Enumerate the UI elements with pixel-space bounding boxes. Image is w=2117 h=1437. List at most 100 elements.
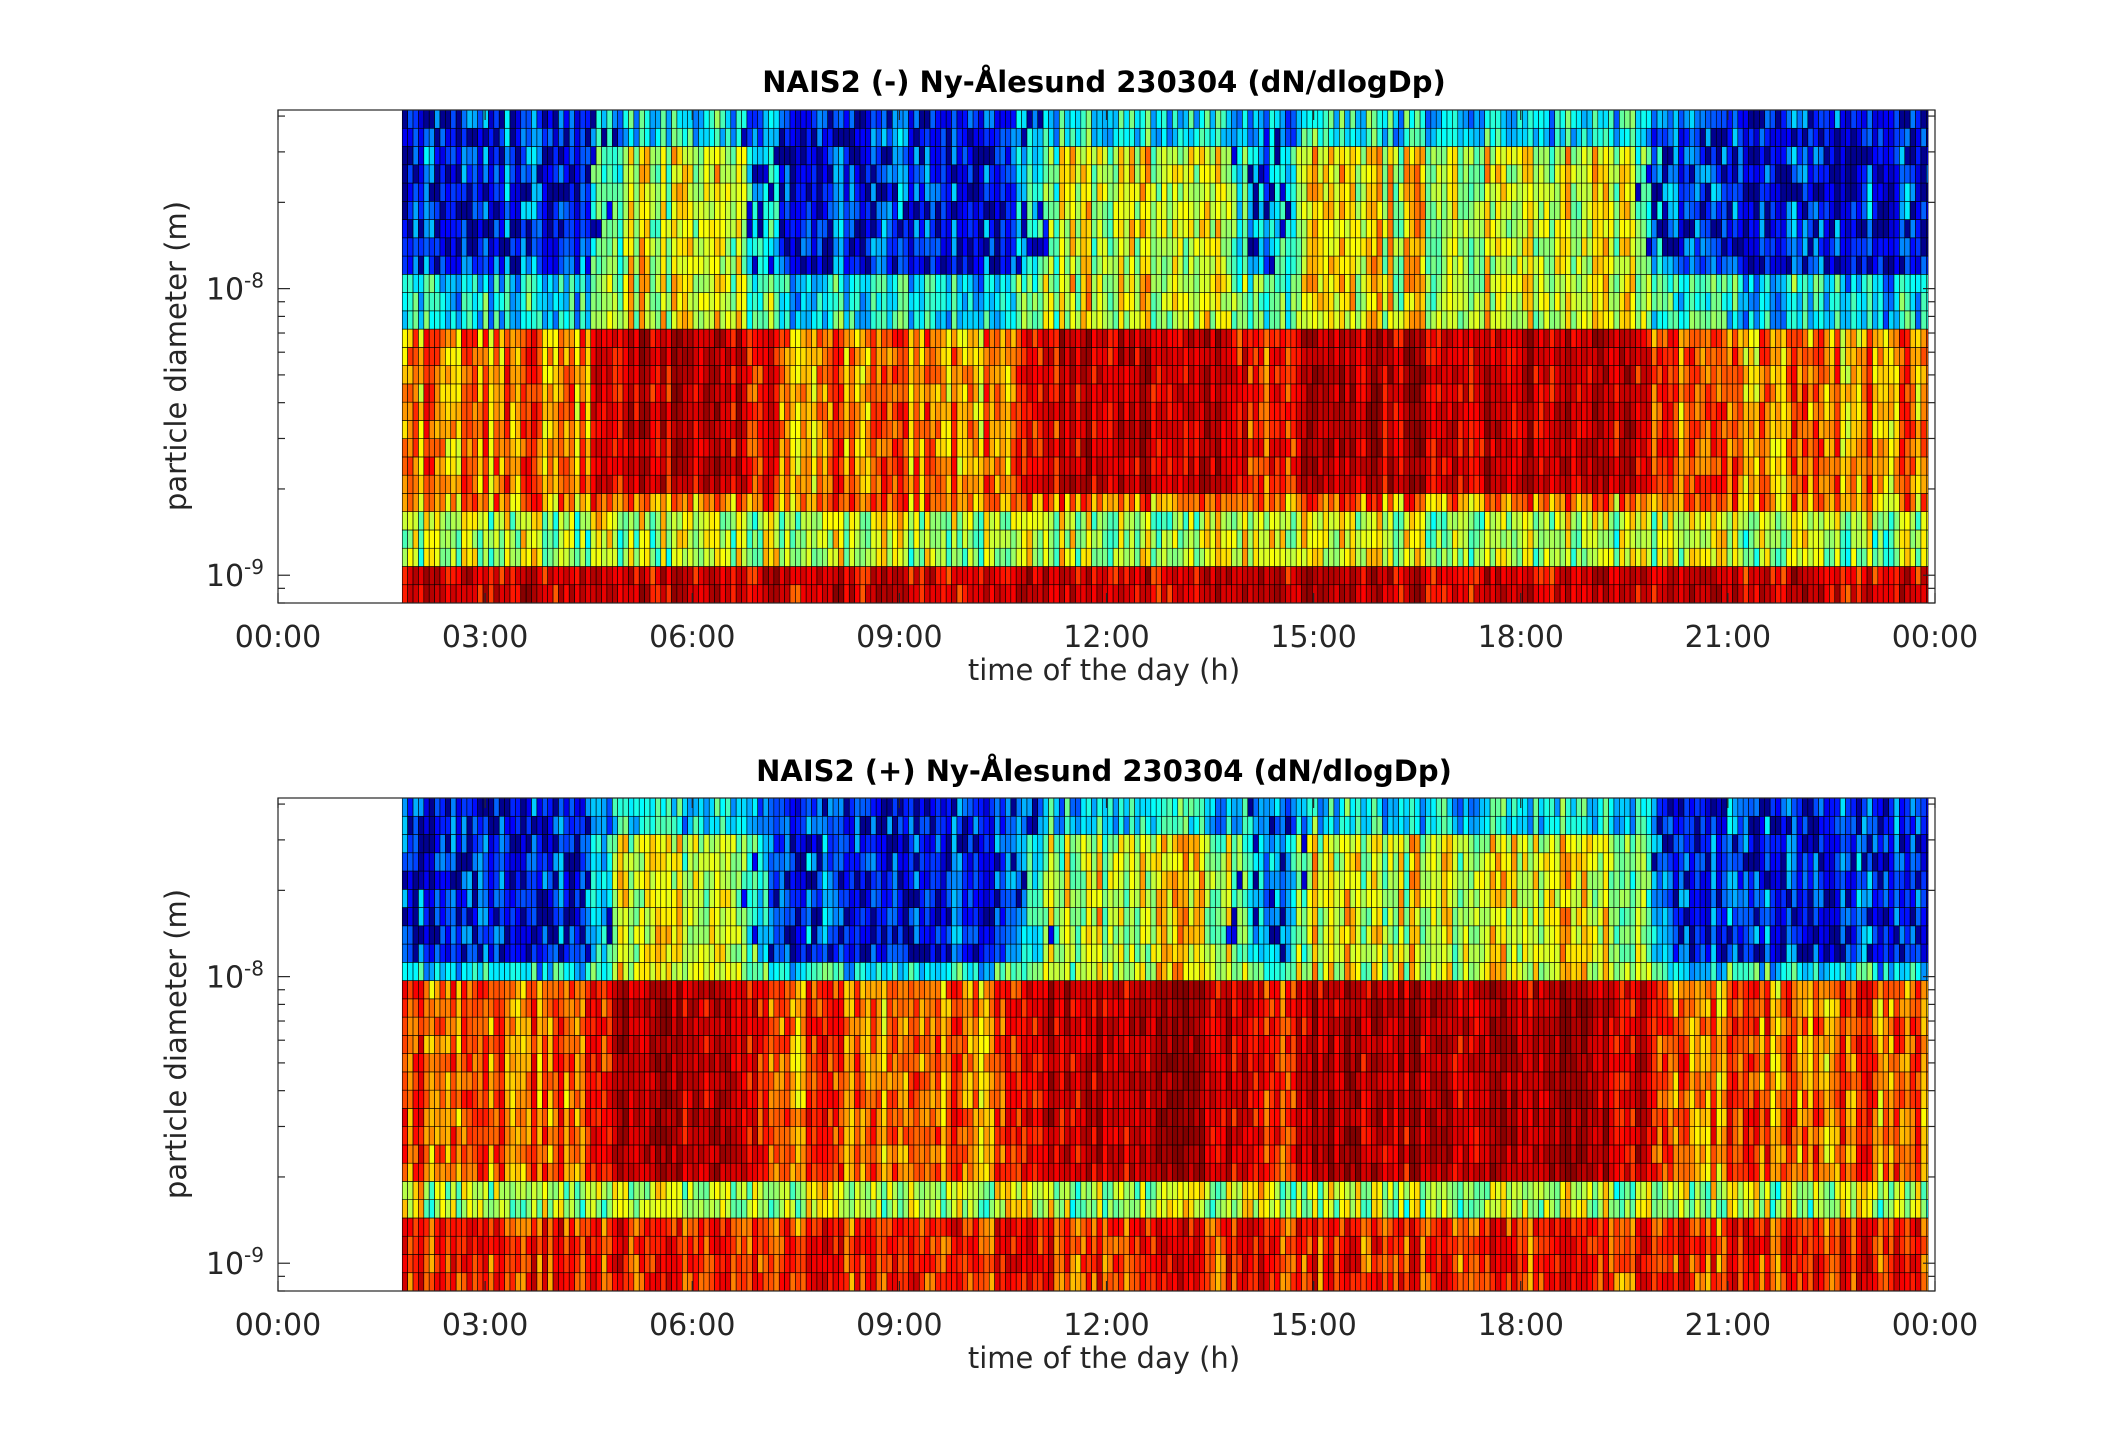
heatmap-cell xyxy=(832,474,839,494)
heatmap-cell xyxy=(1382,310,1389,330)
heatmap-cell xyxy=(843,547,850,567)
heatmap-cell xyxy=(1236,456,1243,476)
heatmap-cell xyxy=(531,547,538,567)
heatmap-cell xyxy=(714,365,721,385)
heatmap-cell xyxy=(789,420,796,439)
heatmap-cell xyxy=(1172,438,1179,458)
heatmap-cell xyxy=(1365,529,1372,549)
heatmap-cell xyxy=(816,255,823,275)
heatmap-cell xyxy=(1295,401,1302,421)
heatmap-cell xyxy=(1360,164,1367,184)
heatmap-cell xyxy=(515,383,522,403)
heatmap-cell xyxy=(574,511,581,531)
heatmap-cell xyxy=(848,292,855,312)
heatmap-cell xyxy=(563,438,570,458)
heatmap-cell xyxy=(773,529,780,549)
heatmap-cell xyxy=(692,383,699,403)
heatmap-cell xyxy=(628,347,635,366)
heatmap-cell xyxy=(692,274,699,293)
heatmap-cell xyxy=(1048,146,1055,166)
heatmap-cell xyxy=(708,146,715,166)
heatmap-cell xyxy=(838,420,845,439)
heatmap-cell xyxy=(1317,584,1324,604)
heatmap-cell xyxy=(708,255,715,275)
heatmap-cell xyxy=(918,511,925,531)
heatmap-cell xyxy=(1091,438,1098,458)
heatmap-cell xyxy=(579,365,586,385)
heatmap-cell xyxy=(568,493,575,513)
chart-title: NAIS2 (-) Ny-Ålesund 230304 (dN/dlogDp) xyxy=(762,65,1445,99)
heatmap-cell xyxy=(682,219,688,239)
heatmap-cell xyxy=(994,347,1001,366)
heatmap-cell xyxy=(1128,146,1135,166)
heatmap-cell xyxy=(940,401,947,421)
heatmap-cell xyxy=(617,219,624,239)
heatmap-cell xyxy=(590,365,597,385)
heatmap-cell xyxy=(1048,438,1055,458)
heatmap-cell xyxy=(800,109,807,129)
heatmap-cell xyxy=(1145,493,1152,513)
heatmap-cell xyxy=(568,511,575,531)
heatmap-cell xyxy=(482,310,489,330)
heatmap-cell xyxy=(902,566,909,586)
heatmap-cell xyxy=(1015,219,1022,239)
heatmap-cell xyxy=(1312,401,1319,421)
heatmap-cell xyxy=(778,584,785,604)
heatmap-cell xyxy=(698,438,705,458)
heatmap-cell xyxy=(1037,438,1044,458)
heatmap-cell xyxy=(515,201,522,220)
heatmap-cell xyxy=(536,310,543,330)
heatmap-cell xyxy=(671,584,678,604)
heatmap-cell xyxy=(875,383,882,403)
heatmap-cell xyxy=(1075,401,1082,421)
heatmap-cell xyxy=(428,511,435,531)
heatmap-cell xyxy=(784,310,791,330)
heatmap-cell xyxy=(1333,420,1340,439)
heatmap-cell xyxy=(676,127,683,147)
heatmap-cell xyxy=(644,109,651,129)
heatmap-cell xyxy=(665,164,672,184)
heatmap-cell xyxy=(1118,493,1125,513)
heatmap-cell xyxy=(962,511,969,531)
heatmap-cell xyxy=(1365,493,1372,513)
heatmap-cell xyxy=(956,547,963,567)
heatmap-cell xyxy=(848,182,855,202)
heatmap-cell xyxy=(1085,347,1092,366)
heatmap-cell xyxy=(590,310,597,330)
heatmap-cell xyxy=(854,201,861,220)
heatmap-cell xyxy=(1177,109,1184,129)
heatmap-cell xyxy=(881,547,888,567)
heatmap-cell xyxy=(870,456,877,476)
heatmap-cell xyxy=(940,383,947,403)
heatmap-cell xyxy=(1269,365,1275,385)
heatmap-cell xyxy=(1053,292,1060,312)
heatmap-cell xyxy=(1075,164,1082,184)
heatmap-cell xyxy=(913,146,920,166)
heatmap-cell xyxy=(1215,529,1222,549)
heatmap-cell xyxy=(1032,511,1039,531)
heatmap-cell xyxy=(649,438,656,458)
heatmap-cell xyxy=(1349,219,1356,239)
heatmap-cell xyxy=(1182,584,1189,604)
heatmap-cell xyxy=(1365,182,1372,202)
heatmap-cell xyxy=(1166,219,1173,239)
heatmap-cell xyxy=(1312,547,1319,567)
heatmap-cell xyxy=(698,146,705,166)
heatmap-cell xyxy=(552,310,559,330)
heatmap-cell xyxy=(1085,182,1092,202)
heatmap-cell xyxy=(1085,493,1092,513)
heatmap-cell xyxy=(897,347,904,366)
heatmap-cell xyxy=(1344,274,1351,293)
heatmap-cell xyxy=(1247,456,1254,476)
heatmap-cell xyxy=(832,365,839,385)
heatmap-cell xyxy=(552,584,559,604)
heatmap-cell xyxy=(805,127,812,147)
heatmap-cell xyxy=(649,274,656,293)
heatmap-cell xyxy=(1005,237,1012,257)
heatmap-cell xyxy=(515,347,522,366)
heatmap-cell xyxy=(746,201,753,220)
heatmap-cell xyxy=(741,420,748,439)
heatmap-cell xyxy=(1258,401,1265,421)
heatmap-cell xyxy=(854,365,861,385)
heatmap-cell xyxy=(1365,420,1372,439)
